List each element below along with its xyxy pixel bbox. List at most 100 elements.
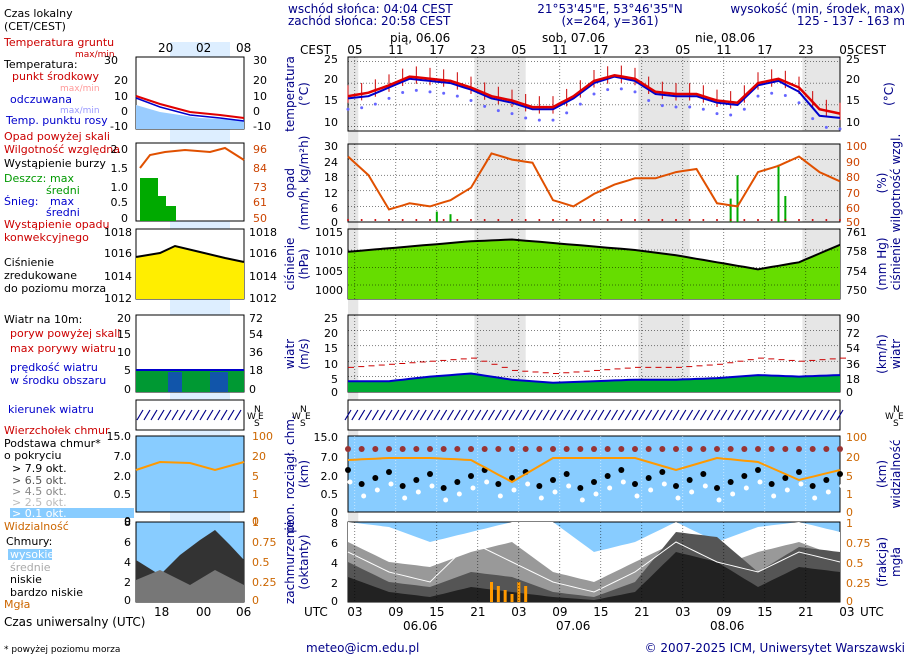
utc-hour-label: 03 (839, 605, 854, 619)
precip-occurrence-dot (620, 219, 623, 221)
cloud-base-dot (358, 481, 365, 487)
wind-arrow (576, 409, 584, 421)
legend-wind-arrow (185, 409, 193, 421)
legend-cloud-l-3: 0.5 (114, 488, 132, 501)
legend-precip-l-3: 0.5 (111, 196, 129, 209)
precip-occurrence-dot (825, 219, 828, 221)
legend-precip-l-2: 1.0 (111, 181, 129, 194)
cloud-base-dot (686, 477, 693, 483)
fog-r-0: 0 (846, 595, 853, 608)
wind-l-15: 15 (324, 342, 338, 355)
precip-occurrence-dot (593, 219, 595, 221)
cloud-dots (345, 446, 845, 503)
precip-occurrence-dot (442, 219, 445, 221)
contact-email[interactable]: meteo@icm.edu.pl (306, 641, 419, 655)
legend-fog-above: Opad powyżej skali (4, 130, 110, 143)
night-band-start (348, 57, 359, 602)
legend-okt45: > 4.5 okt. (12, 485, 67, 498)
cloud-base-dot-light (798, 481, 804, 487)
legend-wind-arrow (150, 409, 158, 421)
temp-axis-unit: (°C) (297, 82, 311, 106)
cloud-top-dot (468, 446, 474, 452)
cloud-base-dot (440, 485, 447, 491)
night-band (638, 144, 690, 222)
legend-vis-r-4: 0 (252, 515, 259, 528)
vis-axis-unit: (km) (875, 460, 889, 488)
precip-occurrence-dot (647, 219, 650, 221)
cloud-base-dot-light (361, 493, 367, 499)
legend-precip-r-3: 61 (253, 196, 267, 209)
precip-occurrence-dot (579, 219, 582, 221)
local-hour-label: 05 (675, 43, 690, 57)
press-axis-label-right: ciśnienie (889, 238, 903, 291)
legend-wind-arrow (234, 409, 242, 421)
legend-wind-l-2: 10 (117, 346, 131, 359)
wind-arrow (453, 409, 461, 421)
legend-cover-l-1: 6 (124, 536, 131, 549)
legend-local-zones: (CET/CEST) (4, 20, 66, 33)
cloud-base-dot (714, 485, 720, 491)
wind-arrow (494, 409, 502, 421)
cloud-base-dot (427, 471, 433, 477)
cloud-base-dot-light (402, 495, 408, 501)
day-label-2: sob, 07.06 (542, 31, 605, 45)
wind-arrow (528, 409, 537, 421)
vis-r-1: 1 (846, 488, 853, 501)
wind-arrow (713, 409, 721, 421)
temp-r-20: 20 (846, 73, 860, 86)
dew-point-dot (442, 91, 446, 95)
compass-s: S (300, 419, 306, 429)
cloud-top-dot (632, 446, 638, 452)
wind-arrow (597, 409, 605, 421)
precip-occurrence-dot (401, 219, 404, 221)
wind-arrow (433, 409, 441, 421)
cloud-base-dot-light (757, 479, 763, 485)
wind-arrow (802, 409, 810, 421)
wind-arrow (768, 409, 776, 421)
cloud-base-dot-light (497, 493, 503, 499)
temp-l-20: 20 (324, 73, 338, 86)
wind-arrow (617, 409, 625, 421)
legend-vis-r-0: 100 (252, 430, 273, 443)
precip-occurrence-dot (538, 219, 541, 221)
cloud-top-dot (454, 446, 461, 452)
day-label-3: nie, 08.06 (695, 31, 755, 45)
cloud-top-dot (399, 446, 406, 452)
temp-axis-unit-right: (°C) (882, 82, 896, 106)
legend-pressure-2: zredukowane (4, 269, 77, 282)
cloud-base-dot (645, 475, 652, 481)
hum-r-60: 60 (846, 202, 860, 215)
cloud-l-15: 15.0 (314, 431, 339, 444)
precip-occurrence-dot (688, 219, 691, 221)
wind-r-36: 36 (846, 358, 860, 371)
cloud-l-7: 7.0 (321, 451, 339, 464)
press-l-1005: 1005 (315, 265, 343, 278)
cloud-base-dot (372, 475, 379, 481)
wind-panel: 25 20 15 10 5 0 90 72 54 36 18 0 wiatr (… (283, 312, 903, 399)
winddir-panel: N W E S N W E S (292, 399, 904, 431)
dew-point-dot (360, 106, 364, 110)
dew-point-dot (701, 107, 705, 111)
legend-fog: Mgła (4, 598, 30, 611)
wind-arrow (795, 409, 803, 421)
legend-okt65: > 6.5 okt. (12, 474, 67, 487)
wind-gust-marks (348, 357, 846, 375)
wind-r-72: 72 (846, 327, 860, 340)
cover-axis-label: zachmurzenie (283, 520, 297, 604)
wind-arrow (542, 409, 550, 421)
legend-gust-above: poryw powyżej skali (10, 327, 120, 340)
legend-wind-dir: kierunek wiatru (8, 403, 94, 416)
legend-rain-bar (140, 178, 158, 221)
cloud-base-dot-light (743, 485, 749, 491)
wind-arrow (563, 409, 571, 421)
dew-point-dot (510, 112, 514, 116)
local-hour-ticks: 05 11 17 23 05 11 17 23 05 11 17 23 05 (347, 43, 854, 57)
cloud-base-dot (727, 479, 734, 485)
utc-hour-label: 15 (593, 605, 608, 619)
precip-occurrence-dot (716, 219, 718, 221)
legend-wind-fill-3 (210, 372, 228, 392)
wind-arrow (672, 409, 680, 421)
cloud-top-dot (536, 446, 543, 452)
legend-snow-label: Śnieg: (4, 195, 38, 208)
legend-low: niskie (10, 573, 42, 586)
